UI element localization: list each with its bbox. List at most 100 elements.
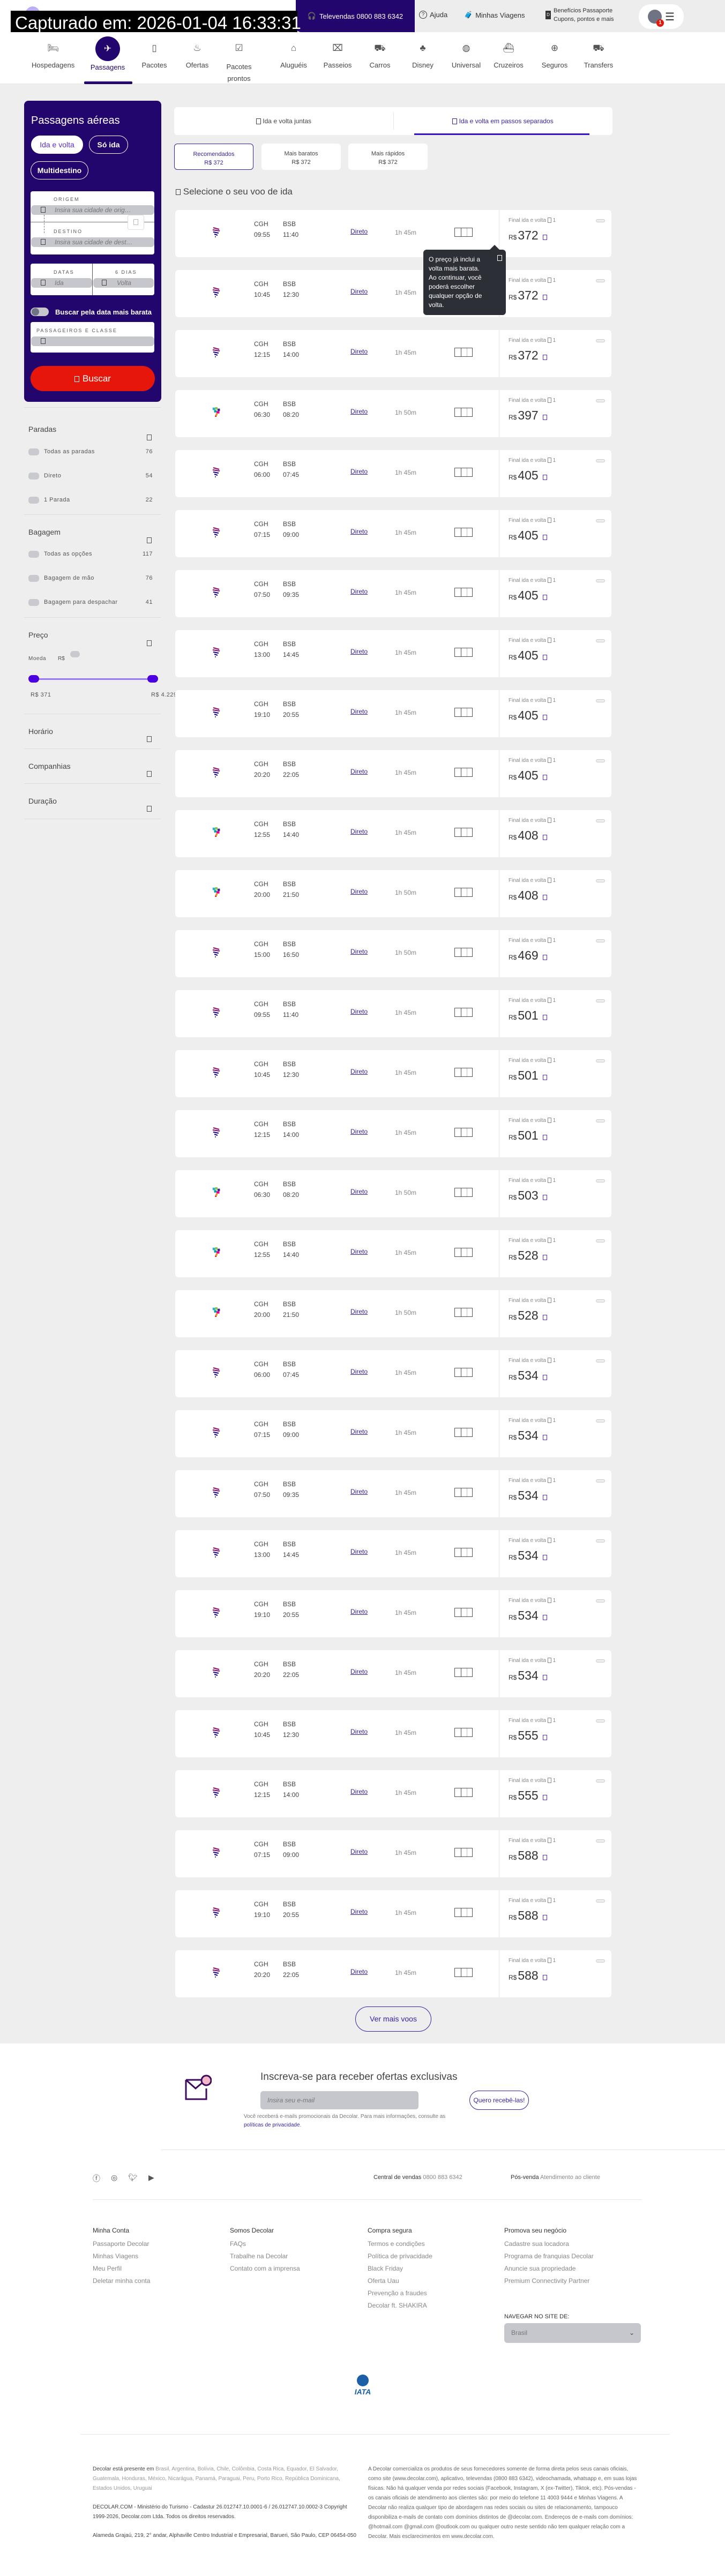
flight-result-row[interactable]: CGH BSB 07:15 09:00 Direto 1h 45m Final ida e …: [175, 1410, 611, 1457]
stops-link[interactable]: Direto: [350, 828, 368, 835]
nav-item-cruzeiros[interactable]: ⛴︎ Cruzeiros: [487, 40, 530, 69]
compare-toggle[interactable]: [596, 819, 605, 822]
sort-fastest[interactable]: Mais rápidos R$ 372: [348, 144, 428, 170]
compare-toggle[interactable]: [596, 1599, 605, 1602]
compare-toggle[interactable]: [596, 579, 605, 582]
flight-result-row[interactable]: CGH BSB 12:15 14:00 Direto 1h 45m Final ida e …: [175, 1110, 611, 1157]
checkbox[interactable]: [28, 472, 39, 480]
youtube-icon[interactable]: ▶: [148, 2173, 154, 2182]
info-icon[interactable]: [542, 1254, 547, 1260]
cheapest-date-toggle[interactable]: [31, 308, 49, 316]
compare-toggle[interactable]: [596, 1419, 605, 1422]
flight-result-row[interactable]: CGH BSB 20:20 22:05 Direto 1h 45m Final ida e …: [175, 1650, 611, 1697]
footer-link[interactable]: Premium Connectivity Partner: [504, 2277, 590, 2285]
expand-icon[interactable]: [147, 771, 152, 777]
price-slider-min-handle[interactable]: [28, 675, 39, 683]
close-icon[interactable]: [497, 255, 502, 261]
stops-link[interactable]: Direto: [350, 468, 368, 475]
compare-toggle[interactable]: [596, 1119, 605, 1122]
nav-item-pacotes[interactable]: ▯ Pacotes: [133, 40, 176, 69]
price-slider-track[interactable]: [34, 678, 152, 680]
stops-link[interactable]: Direto: [350, 708, 368, 715]
collapse-icon[interactable]: [147, 435, 152, 440]
compare-toggle[interactable]: [596, 1239, 605, 1242]
nav-item-seguros[interactable]: ⊕ Seguros: [533, 40, 576, 69]
newsletter-email-input[interactable]: Insira seu e-mail: [260, 2091, 418, 2109]
checkbox[interactable]: [28, 496, 39, 504]
nav-item-passeios[interactable]: ⌧ Passeios: [316, 40, 359, 69]
flight-result-row[interactable]: CGH BSB 12:15 14:00 Direto 1h 45m Final ida e …: [175, 1770, 611, 1817]
stops-link[interactable]: Direto: [350, 348, 368, 355]
stops-link[interactable]: Direto: [350, 1788, 368, 1795]
compare-toggle[interactable]: [596, 1359, 605, 1362]
stops-link[interactable]: Direto: [350, 228, 368, 235]
footer-link[interactable]: FAQs: [230, 2240, 246, 2248]
stops-link[interactable]: Direto: [350, 1908, 368, 1915]
info-icon[interactable]: [542, 1674, 547, 1680]
footer-link[interactable]: Programa de franquias Decolar: [504, 2252, 594, 2260]
compare-toggle[interactable]: [596, 1479, 605, 1482]
footer-link[interactable]: Minhas Viagens: [93, 2252, 139, 2260]
nav-item-hospedagens[interactable]: 🛏︎ Hospedagens: [32, 40, 74, 69]
origin-input[interactable]: Insira sua cidade de orig…: [31, 205, 154, 215]
compare-toggle[interactable]: [596, 1659, 605, 1663]
nav-item-disney[interactable]: ♣︎ Disney: [401, 40, 444, 69]
info-icon[interactable]: [542, 774, 547, 780]
info-icon[interactable]: [542, 534, 547, 540]
stops-link[interactable]: Direto: [350, 1968, 368, 1975]
filter-option[interactable]: Direto 54: [28, 470, 153, 481]
departure-date-input[interactable]: Ida: [31, 278, 92, 288]
destination-input[interactable]: Insira sua cidade de dest…: [31, 237, 154, 247]
compare-toggle[interactable]: [596, 1899, 605, 1903]
trip-type-oneway[interactable]: Só ida: [89, 136, 128, 154]
compare-toggle[interactable]: [596, 879, 605, 882]
privacy-policy-link[interactable]: políticas de privacidade: [244, 2122, 300, 2128]
filter-option[interactable]: 1 Parada 22: [28, 495, 153, 505]
flight-result-row[interactable]: CGH BSB 19:10 20:55 Direto 1h 45m Final ida e …: [175, 1890, 611, 1937]
compare-toggle[interactable]: [596, 399, 605, 402]
sort-cheapest[interactable]: Mais baratos R$ 372: [261, 144, 341, 170]
compare-toggle[interactable]: [596, 1779, 605, 1783]
tab-separate-steps[interactable]: Ida e volta em passos separados: [393, 107, 612, 135]
footer-link[interactable]: Anuncie sua propriedade: [504, 2265, 576, 2272]
expand-icon[interactable]: [147, 806, 152, 812]
stops-link[interactable]: Direto: [350, 648, 368, 655]
load-more-flights-button[interactable]: Ver mais voos: [355, 2006, 431, 2032]
stops-link[interactable]: Direto: [350, 1368, 368, 1375]
filter-schedule[interactable]: Horário: [24, 714, 161, 749]
stops-link[interactable]: Direto: [350, 1608, 368, 1615]
footer-link[interactable]: Meu Perfil: [93, 2265, 122, 2272]
info-icon[interactable]: [542, 1314, 547, 1320]
footer-link[interactable]: Decolar ft. SHAKIRA: [368, 2302, 427, 2309]
info-icon[interactable]: [542, 1074, 547, 1080]
info-icon[interactable]: [542, 1134, 547, 1140]
televendas-button[interactable]: 🎧 Televendas 0800 883 6342: [296, 0, 415, 32]
stops-link[interactable]: Direto: [350, 948, 368, 955]
stops-link[interactable]: Direto: [350, 1308, 368, 1315]
footer-link[interactable]: Termos e condições: [368, 2240, 425, 2248]
price-slider-max-handle[interactable]: [147, 675, 158, 683]
compare-toggle[interactable]: [596, 279, 605, 282]
flight-result-row[interactable]: CGH BSB 07:50 09:35 Direto 1h 45m Final ida e …: [175, 570, 611, 617]
flight-result-row[interactable]: CGH BSB 10:45 12:30 Direto 1h 45m Final ida e …: [175, 270, 611, 317]
nav-item-pacotes-prontos[interactable]: ☑︎ Pacotes prontos: [218, 40, 260, 85]
checkbox[interactable]: [28, 598, 39, 606]
flight-result-row[interactable]: CGH BSB 10:45 12:30 Direto 1h 45m Final ida e …: [175, 1710, 611, 1757]
flight-result-row[interactable]: CGH BSB 06:30 08:20 Direto 1h 50m Final ida e …: [175, 1170, 611, 1217]
nav-item-ofertas[interactable]: ♨︎ Ofertas: [176, 40, 219, 69]
benefits-link[interactable]: D Benefícios Passaporte Cupons, pontos e …: [545, 6, 614, 24]
stops-link[interactable]: Direto: [350, 1008, 368, 1015]
nav-item-passagens[interactable]: ✈︎ Passagens: [86, 36, 129, 71]
filter-airlines[interactable]: Companhias: [24, 749, 161, 784]
trip-type-roundtrip[interactable]: Ida e volta: [31, 136, 83, 154]
checkbox[interactable]: [28, 550, 39, 558]
info-icon[interactable]: [542, 234, 547, 240]
search-button[interactable]: Buscar: [31, 366, 155, 391]
flight-result-row[interactable]: CGH BSB 20:20 22:05 Direto 1h 45m Final ida e …: [175, 750, 611, 797]
stops-link[interactable]: Direto: [350, 528, 368, 535]
compare-toggle[interactable]: [596, 639, 605, 642]
flight-result-row[interactable]: CGH BSB 12:55 14:40 Direto 1h 45m Final ida e …: [175, 810, 611, 857]
info-icon[interactable]: [542, 834, 547, 840]
flight-result-row[interactable]: CGH BSB 15:00 16:50 Direto 1h 50m Final ida e …: [175, 930, 611, 977]
nav-item-universal[interactable]: ◍ Universal: [445, 40, 488, 69]
